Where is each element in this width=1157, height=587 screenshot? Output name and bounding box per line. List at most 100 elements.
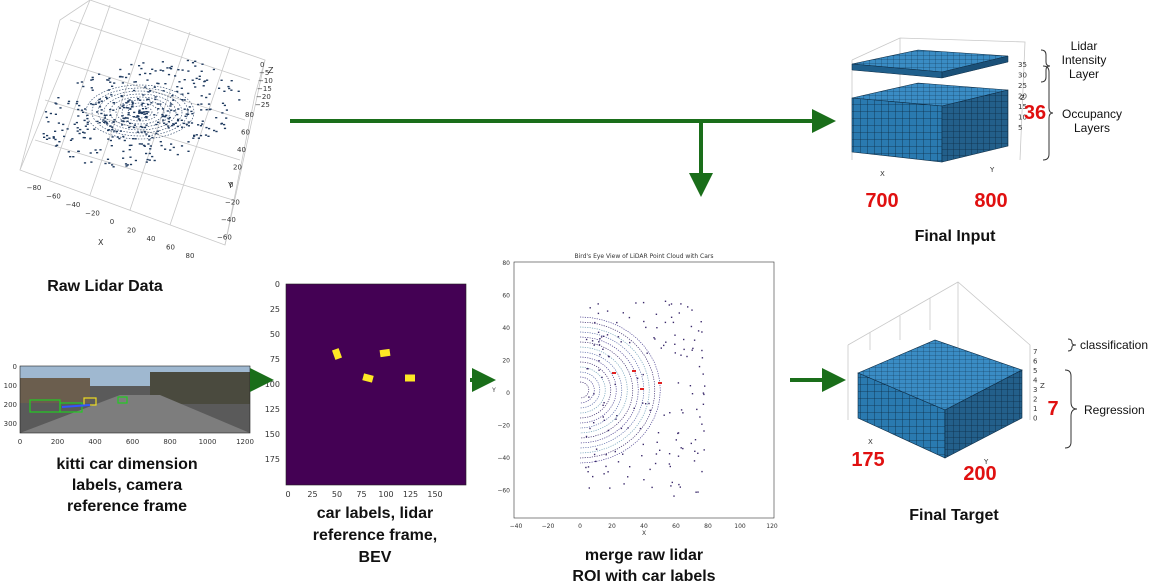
raw-lidar-z-ticks: 0−5−10−15−20−25 (255, 61, 273, 109)
lidar-point (109, 139, 112, 142)
lidar-point (154, 96, 157, 98)
merge-caption-line-1: merge raw lidar (585, 547, 703, 564)
merged-point (598, 369, 600, 371)
merged-y-tick: −20 (497, 423, 510, 430)
merged-point (597, 312, 600, 315)
lidar-point (144, 86, 147, 88)
merged-point (699, 416, 701, 418)
lidar-point (143, 111, 146, 113)
lidar-point (191, 62, 195, 64)
lidar-point (143, 145, 146, 147)
lidar-point (145, 107, 148, 110)
lidar-point (133, 111, 136, 114)
lidar-point (207, 103, 211, 105)
lidar-point (78, 132, 81, 135)
lidar-point (155, 132, 158, 134)
lidar-point (169, 105, 172, 107)
merged-point (670, 303, 673, 305)
merged-point (697, 330, 700, 332)
merged-y-label: Y (491, 387, 496, 394)
lidar-point (168, 116, 171, 119)
merged-point (635, 302, 637, 304)
lidar-point (108, 162, 111, 164)
merged-scan-ring (579, 376, 595, 404)
raw-lidar-z-tick: −25 (255, 101, 270, 109)
final-target-z-tick: 1 (1033, 405, 1037, 413)
lidar-point (83, 132, 86, 134)
merged-point (663, 414, 665, 416)
final-input-z-tick: 10 (1018, 114, 1027, 122)
merged-point (690, 325, 693, 328)
final-target-x-axis-label: X (868, 438, 873, 446)
final-input-volume: 35 30 25 20 15 10 5 Z X Y 36 700 800 Lidar Int… (851, 37, 1122, 245)
merged-point (697, 491, 699, 493)
merged-point (669, 412, 671, 414)
lidar-point (109, 81, 112, 83)
merged-point (597, 303, 599, 305)
raw-lidar-x-tick: −60 (46, 193, 61, 201)
lidar-point (187, 150, 190, 152)
kitti-y-tick: 200 (4, 401, 17, 409)
merged-point (616, 321, 618, 324)
final-input-z-tick: 25 (1018, 82, 1027, 90)
lidar-point (160, 144, 163, 147)
lidar-point (173, 110, 176, 112)
lidar-point (221, 112, 224, 114)
lidar-point (127, 101, 130, 103)
lidar-point (141, 126, 144, 129)
lidar-point (187, 125, 190, 127)
lidar-point (94, 149, 97, 151)
lidar-point (113, 130, 116, 132)
lidar-point (67, 100, 71, 103)
lidar-point (111, 164, 114, 166)
lidar-point (192, 82, 196, 85)
merged-point (641, 455, 643, 457)
lidar-point (164, 148, 167, 150)
raw-lidar-y-ticks: 80 60 40 20 0 −20 −40 −60 (217, 111, 254, 242)
lidar-point (111, 126, 114, 128)
merged-point (642, 301, 645, 304)
merged-point (598, 360, 600, 362)
lidar-point (148, 139, 151, 141)
raw-lidar-x-tick: −20 (85, 210, 100, 218)
lidar-point (159, 141, 162, 143)
final-target-z-tick: 0 (1033, 415, 1037, 423)
merged-point (597, 331, 600, 333)
merged-point (592, 475, 594, 478)
lidar-point (212, 68, 215, 71)
lidar-point (167, 73, 171, 76)
merged-point (598, 344, 601, 346)
lidar-point (208, 127, 211, 130)
merged-scan-ring (579, 361, 612, 419)
lidar-point (225, 117, 228, 119)
raw-lidar-y-tick: 80 (245, 111, 254, 119)
merged-point (654, 338, 656, 340)
final-input-z-axis-label: Z (1020, 94, 1025, 102)
lidar-point (197, 103, 200, 106)
final-target-y-axis-label: Y (983, 458, 989, 466)
merged-point (703, 430, 705, 432)
lidar-point (63, 135, 66, 138)
lidar-point (162, 119, 165, 121)
lidar-point (142, 144, 146, 147)
raw-lidar-z-tick: −5 (259, 69, 269, 77)
merged-scan-ring (579, 381, 590, 399)
lidar-point (220, 79, 223, 81)
raw-lidar-y-tick: 60 (241, 129, 250, 137)
lidar-point (181, 126, 184, 128)
lidar-point (163, 122, 166, 124)
lidar-point (107, 79, 110, 81)
final-target-dim-z: 7 (1047, 398, 1058, 420)
lidar-point (159, 69, 162, 71)
merged-point (680, 447, 682, 449)
merged-point (585, 435, 588, 438)
lidar-ring (97, 90, 183, 134)
lidar-point (143, 131, 146, 133)
merged-point (702, 403, 705, 405)
merged-scan-ring (579, 366, 606, 414)
merged-y-ticks: 80 60 40 20 0 −20 −40 −60 (497, 260, 510, 495)
merged-point (680, 354, 682, 356)
lidar-point (170, 109, 173, 111)
lidar-point (138, 65, 141, 67)
